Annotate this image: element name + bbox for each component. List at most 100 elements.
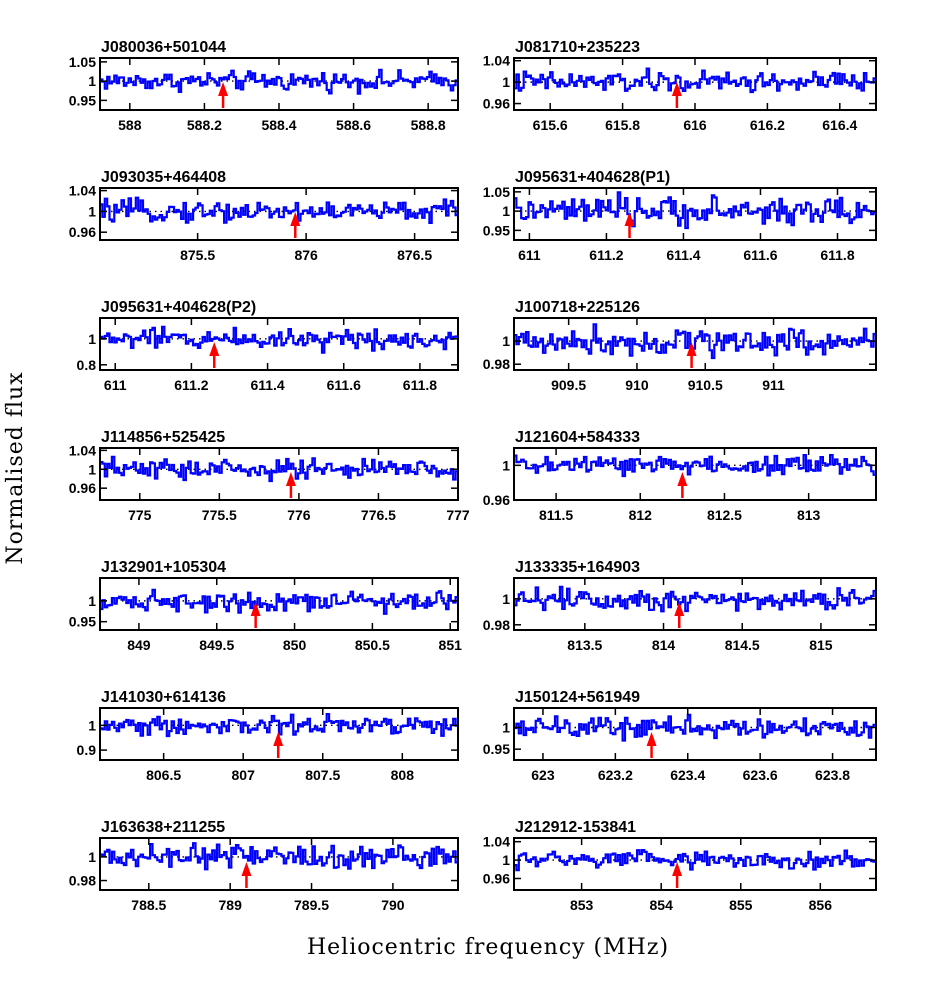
x-tick-label: 611.6 <box>327 377 361 393</box>
x-tick-label: 611.8 <box>820 247 854 263</box>
x-tick-label: 876.5 <box>397 247 432 263</box>
spectrum-line <box>514 191 876 230</box>
arrow-head <box>209 342 220 356</box>
x-tick-label: 789 <box>219 897 243 913</box>
x-tick-label: 811.5 <box>539 507 573 523</box>
plot-frame <box>513 577 877 631</box>
x-tick-label: 623 <box>531 767 555 783</box>
x-tick-label: 814.5 <box>725 637 760 653</box>
y-tick-label: 1.04 <box>483 834 510 850</box>
panel-title: J093035+464408 <box>101 169 226 186</box>
y-tick-label: 1.04 <box>483 53 510 69</box>
x-tick-label: 808 <box>391 767 415 783</box>
x-tick-label: 611.8 <box>403 377 437 393</box>
x-tick-label: 812 <box>629 507 653 523</box>
spectrum-line <box>100 196 458 224</box>
y-tick-label: 0.98 <box>69 873 96 889</box>
y-tick-label: 0.95 <box>483 741 510 757</box>
spectrum-panel: J100718+225126 909.5 910 910.5 911 1 0.98 <box>483 299 877 393</box>
y-tick-label: 0.95 <box>69 614 96 630</box>
panel-title: J100718+225126 <box>515 299 640 316</box>
y-tick-label: 1 <box>88 593 96 609</box>
spectrum-panel: J081710+235223 615.6 615.8 616 616.2 616.4 1.0… <box>483 39 877 133</box>
spectrum-panel: J121604+584333 811.5 812 812.5 813 1 0.96 <box>483 429 877 523</box>
plot-frame <box>99 187 459 241</box>
plot-frame <box>99 57 459 111</box>
x-tick-label: 856 <box>809 897 833 913</box>
plot-frame <box>513 837 877 891</box>
arrow-head <box>686 342 697 356</box>
arrow-head <box>674 602 685 616</box>
panel-title: J114856+525425 <box>101 429 225 446</box>
y-tick-label: 1 <box>88 849 96 865</box>
spectrum-panel: J114856+525425 775 775.5 776 776.5 777 1.04 1 0.… <box>69 429 470 523</box>
x-axis-label: Heliocentric frequency (MHz) <box>307 935 669 960</box>
spectrum-line <box>100 588 458 615</box>
y-tick-label: 1 <box>502 591 510 607</box>
x-tick-label: 875.5 <box>180 247 215 263</box>
spectrum-panel: J163638+211255 788.5 789 789.5 790 1 0.98 <box>69 819 459 913</box>
y-tick-label: 0.9 <box>77 742 97 758</box>
y-tick-label: 0.96 <box>483 870 510 886</box>
arrow-head <box>273 732 284 746</box>
plot-frame <box>513 707 877 761</box>
spectrum-line <box>514 713 876 742</box>
x-tick-label: 611 <box>104 377 127 393</box>
y-tick-label: 0.98 <box>483 617 510 633</box>
x-tick-label: 813 <box>797 507 821 523</box>
spectrum-panel: J095631+404628(P2) 611 611.2 611.4 611.6 611.… <box>77 299 459 393</box>
x-tick-label: 775.5 <box>202 507 237 523</box>
y-tick-label: 1 <box>88 331 96 347</box>
x-tick-label: 851 <box>439 637 463 653</box>
y-tick-label: 0.96 <box>483 96 510 112</box>
x-tick-label: 616.2 <box>750 117 785 133</box>
x-tick-label: 789.5 <box>294 897 329 913</box>
spectrum-panel: J150124+561949 623 623.2 623.4 623.6 623.8 1 0.… <box>483 689 877 783</box>
y-tick-label: 0.96 <box>483 492 510 508</box>
plot-frame <box>99 837 459 891</box>
x-tick-label: 616.4 <box>822 117 857 133</box>
spectrum-panel: J132901+105304 849 849.5 850 850.5 851 1 0.95 <box>69 559 462 653</box>
x-tick-label: 855 <box>729 897 753 913</box>
y-tick-label: 0.95 <box>483 222 510 238</box>
plot-frame <box>99 707 459 761</box>
panel-title: J121604+584333 <box>515 429 640 446</box>
x-tick-label: 588.8 <box>411 117 446 133</box>
x-tick-label: 806.5 <box>146 767 181 783</box>
y-tick-label: 1 <box>88 203 96 219</box>
spectrum-line <box>514 849 876 872</box>
arrow-head <box>624 212 635 226</box>
x-tick-label: 790 <box>381 897 405 913</box>
spectrum-line <box>100 842 458 871</box>
plot-frame <box>513 317 877 371</box>
arrow-head <box>241 862 252 876</box>
spectrum-panel: J141030+614136 806.5 807 807.5 808 1 0.9 <box>77 689 459 783</box>
plot-frame <box>99 447 459 501</box>
x-tick-label: 611 <box>518 247 541 263</box>
x-tick-label: 776 <box>287 507 311 523</box>
panel-title: J080036+501044 <box>101 39 226 56</box>
panel-title: J163638+211255 <box>101 819 225 836</box>
panel-title: J081710+235223 <box>515 39 640 56</box>
y-tick-label: 0.96 <box>69 480 96 496</box>
y-tick-label: 1 <box>88 461 96 477</box>
spectrum-line <box>100 455 458 483</box>
y-tick-label: 1 <box>502 203 510 219</box>
spectrum-panel: J133335+164903 813.5 814 814.5 815 1 0.98 <box>483 559 877 653</box>
arrow-head <box>218 82 229 96</box>
spectrum-line <box>514 67 876 94</box>
y-tick-label: 1 <box>502 74 510 90</box>
y-tick-label: 0.8 <box>77 357 97 373</box>
x-tick-label: 623.4 <box>670 767 705 783</box>
plot-frame <box>513 187 877 241</box>
x-tick-label: 807.5 <box>305 767 340 783</box>
x-tick-label: 911 <box>762 377 785 393</box>
x-tick-label: 815 <box>809 637 833 653</box>
panel-title: J095631+404628(P1) <box>515 169 670 186</box>
arrow-head <box>250 602 261 616</box>
arrow-head <box>646 732 657 746</box>
y-tick-label: 1.04 <box>69 442 96 458</box>
y-tick-label: 1.05 <box>69 54 96 70</box>
arrow-head <box>677 472 688 486</box>
